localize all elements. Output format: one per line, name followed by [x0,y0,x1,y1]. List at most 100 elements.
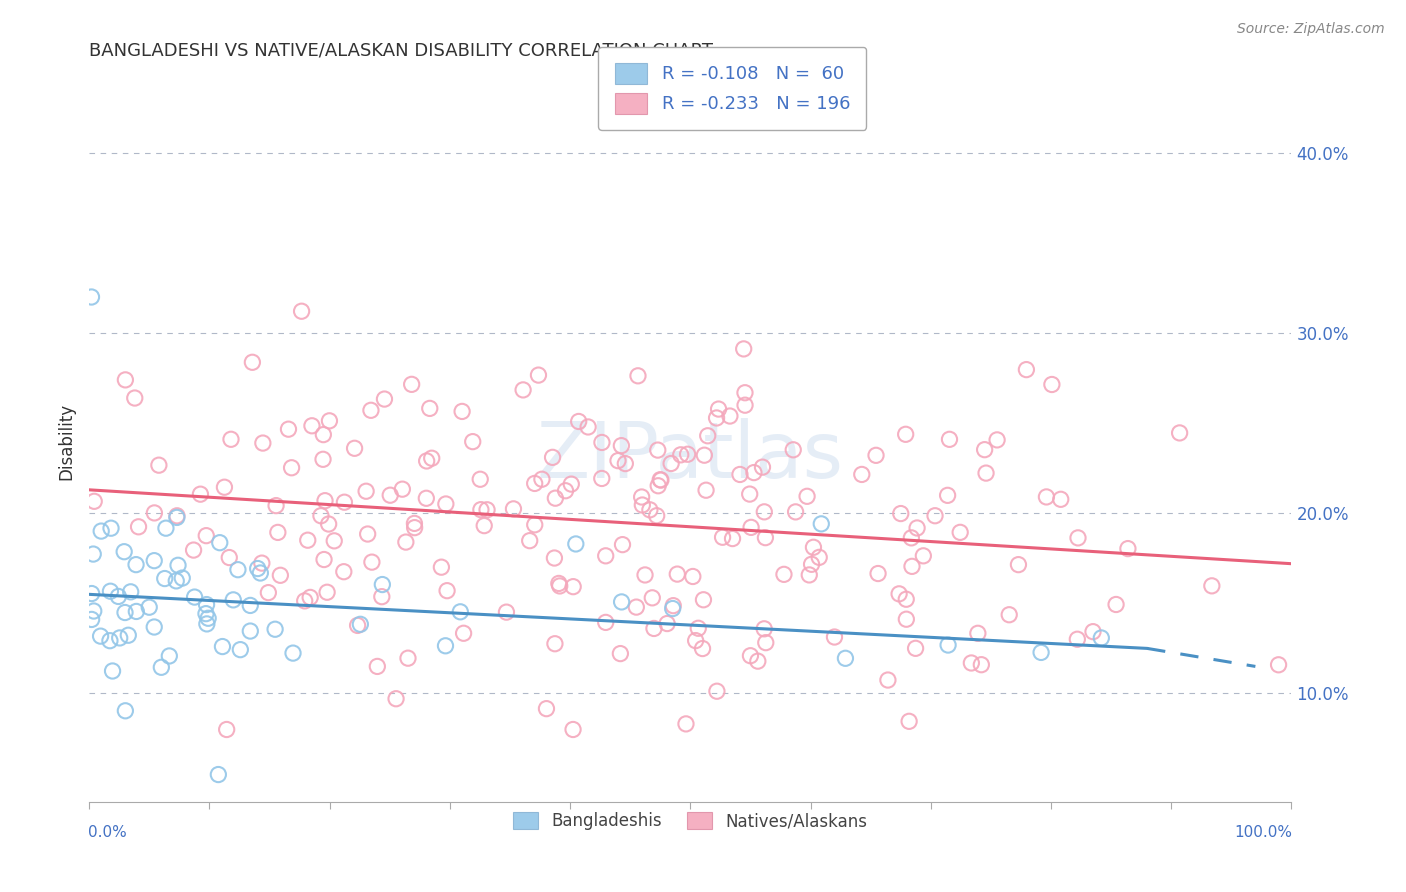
Point [214,480,236,494]
Point [740,520,762,534]
Point [904,641,927,656]
Point [291,304,314,318]
Point [544,491,567,506]
Point [554,483,576,498]
Point [143,554,166,568]
Text: BANGLADESHI VS NATIVE/ALASKAN DISABILITY CORRELATION CHART: BANGLADESHI VS NATIVE/ALASKAN DISABILITY… [89,42,713,60]
Point [436,583,458,598]
Point [530,472,553,486]
Point [114,373,136,387]
Point [1066,632,1088,647]
Point [655,616,678,631]
Point [404,516,426,531]
Point [1116,541,1139,556]
Point [754,622,776,636]
Point [523,476,546,491]
Point [512,383,534,397]
Point [112,544,135,558]
Point [312,552,335,566]
Point [195,616,218,631]
Point [799,568,821,582]
Point [800,558,823,572]
Point [676,447,699,461]
Point [609,647,631,661]
Point [415,454,437,468]
Point [90,524,112,538]
Point [647,479,669,493]
Point [740,648,762,663]
Point [634,568,657,582]
Point [734,398,756,412]
Point [647,443,669,458]
Point [195,529,218,543]
Point [226,563,249,577]
Point [138,600,160,615]
Point [754,505,776,519]
Point [281,646,304,660]
Point [643,622,665,636]
Point [773,567,796,582]
Point [166,508,188,523]
Point [868,566,890,581]
Point [434,497,457,511]
Point [150,660,173,674]
Point [560,477,582,491]
Point [120,584,142,599]
Point [610,595,633,609]
Point [312,427,335,442]
Point [627,368,650,383]
Point [475,502,498,516]
Point [453,626,475,640]
Point [167,558,190,573]
Point [153,572,176,586]
Point [631,498,654,512]
Point [595,615,617,630]
Point [190,487,212,501]
Point [318,516,340,531]
Point [912,549,935,563]
Point [692,592,714,607]
Point [143,620,166,634]
Point [970,657,993,672]
Point [297,533,319,548]
Point [360,403,382,417]
Point [215,723,238,737]
Point [896,612,918,626]
Point [124,391,146,405]
Point [548,579,571,593]
Point [785,505,807,519]
Point [544,637,567,651]
Point [742,466,765,480]
Point [346,618,368,632]
Point [128,520,150,534]
Point [541,450,564,465]
Point [1090,631,1112,645]
Point [706,684,728,698]
Point [301,418,323,433]
Point [782,442,804,457]
Point [143,506,166,520]
Point [349,617,371,632]
Point [461,434,484,449]
Point [591,471,613,485]
Point [404,521,426,535]
Point [495,605,517,619]
Point [610,439,633,453]
Point [536,701,558,715]
Point [249,566,271,580]
Point [659,457,682,471]
Point [197,611,219,625]
Point [607,453,630,467]
Point [101,664,124,678]
Point [107,590,129,604]
Point [83,494,105,508]
Point [195,598,218,612]
Point [650,473,672,487]
Point [264,622,287,636]
Point [309,508,332,523]
Point [707,402,730,417]
Point [361,555,384,569]
Point [449,605,471,619]
Point [114,606,136,620]
Point [924,508,946,523]
